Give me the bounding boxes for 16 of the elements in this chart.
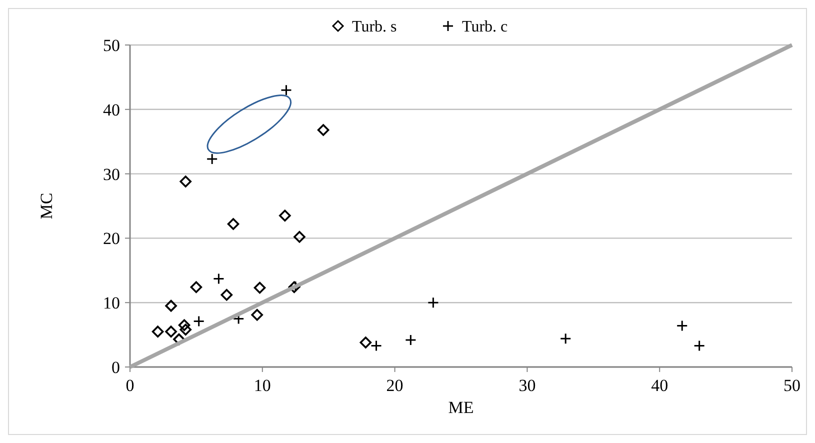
y-tick-label: 10: [103, 294, 120, 313]
y-tick-label: 40: [103, 100, 120, 120]
x-tick-label: 0: [126, 376, 134, 395]
y-tick-label: 0: [112, 358, 120, 377]
x-axis-title: ME: [448, 398, 474, 417]
y-tick-label: 20: [103, 229, 120, 248]
x-tick-label: 40: [651, 376, 668, 395]
x-tick-label: 10: [254, 376, 271, 395]
x-tick-label: 30: [518, 376, 536, 395]
y-axis-title: MC: [37, 192, 56, 220]
legend-label: Turb. s: [352, 18, 397, 36]
y-tick-label: 50: [103, 36, 120, 55]
legend-label: Turb. c: [462, 18, 508, 36]
y-tick-label: 30: [103, 164, 120, 184]
x-tick-label: 20: [386, 376, 404, 395]
x-tick-label: 50: [784, 376, 800, 395]
